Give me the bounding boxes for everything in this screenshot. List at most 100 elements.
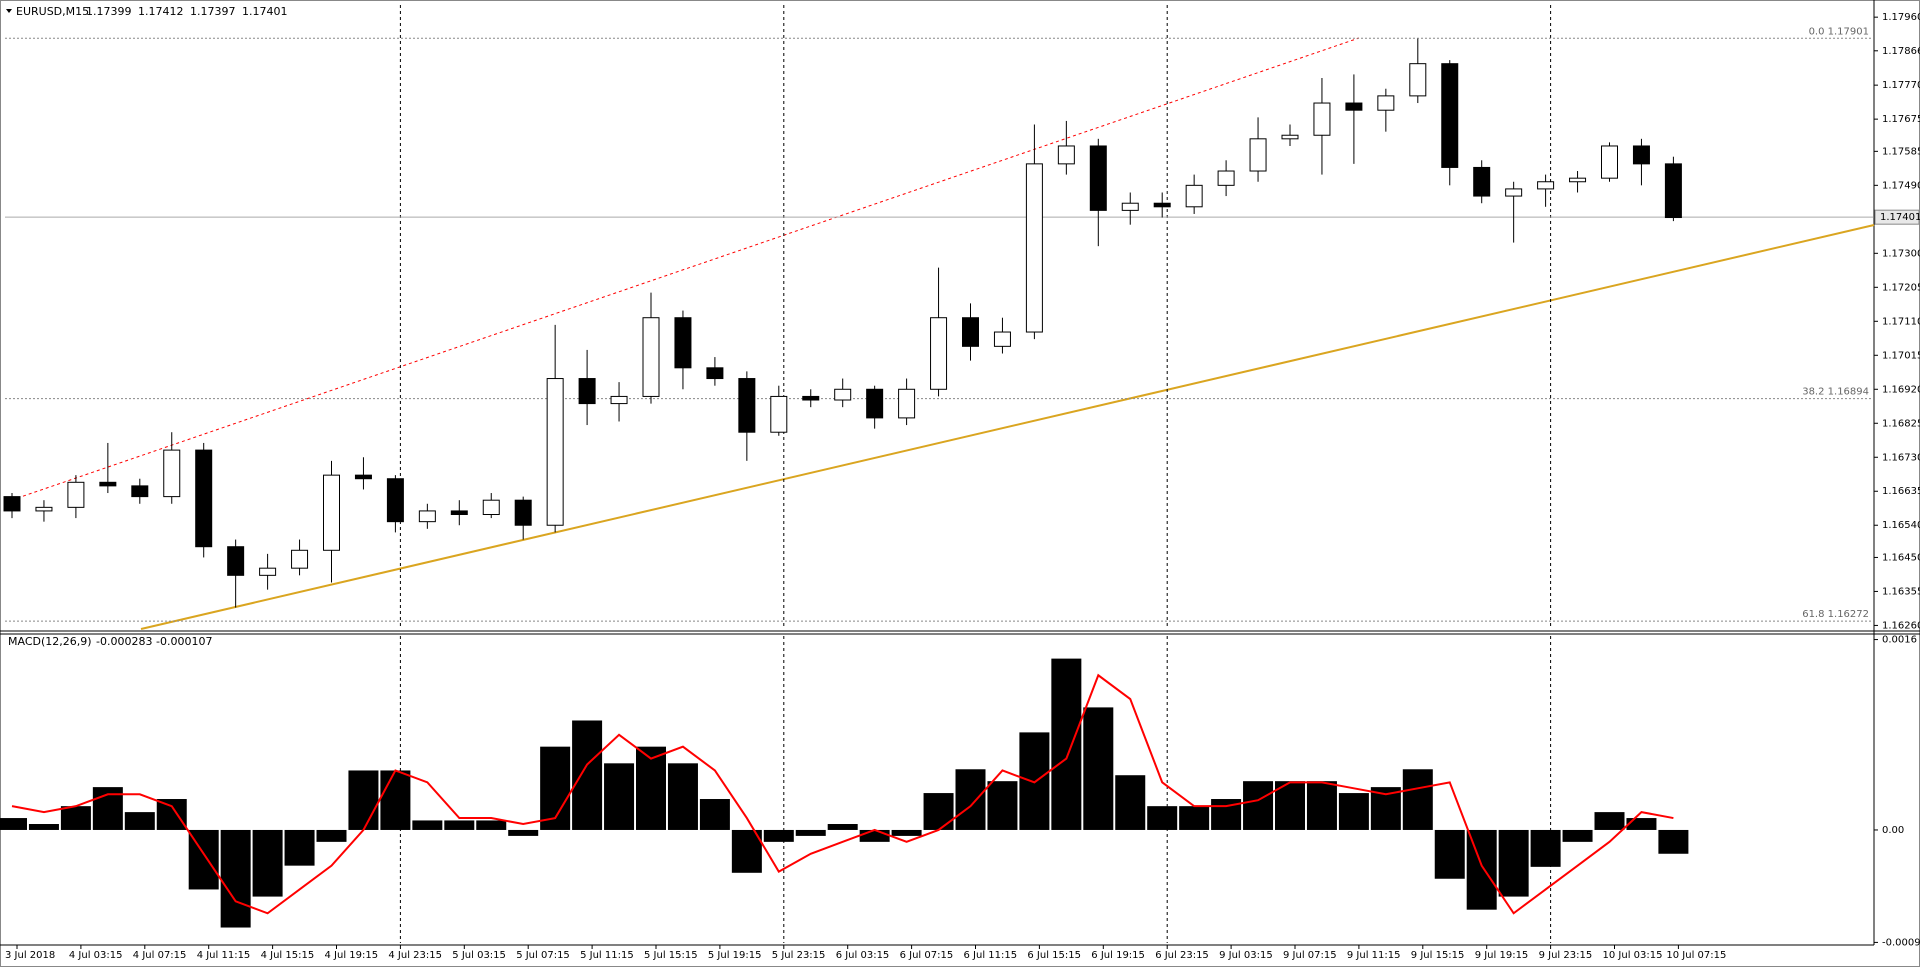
candle-body (1217, 170, 1235, 186)
macd-bar (923, 793, 954, 830)
candle-body (802, 395, 820, 401)
candle-body (642, 317, 660, 397)
candle-body (578, 378, 596, 405)
macd-bar (859, 829, 890, 842)
macd-bar (28, 824, 59, 830)
macd-bar (1562, 829, 1593, 842)
x-tick-label: 9 Jul 19:15 (1475, 950, 1529, 961)
x-tick-label: 9 Jul 11:15 (1347, 950, 1401, 961)
macd-bar (636, 746, 666, 830)
candle-body (1632, 145, 1650, 165)
macd-bar (604, 763, 635, 830)
y-tick-label: 1.17675 (1882, 114, 1920, 125)
candle-body (386, 478, 404, 523)
x-tick-label: 4 Jul 15:15 (261, 950, 315, 961)
y-tick-label: 1.17300 (1882, 248, 1920, 259)
x-tick-label: 4 Jul 23:15 (388, 950, 442, 961)
macd-bar (444, 820, 475, 830)
y-tick-label: 1.16355 (1882, 586, 1920, 597)
macd-bar (1179, 806, 1210, 830)
fibo-label: 38.2 1.16894 (1802, 387, 1869, 398)
macd-bar (667, 763, 698, 830)
macd-bar (508, 829, 539, 836)
x-tick-label: 4 Jul 03:15 (69, 950, 123, 961)
macd-bar (891, 829, 922, 836)
x-tick-label: 5 Jul 19:15 (708, 950, 762, 961)
candle-body (99, 481, 117, 487)
candle-body (866, 388, 884, 419)
ohlc-low: 1.17397 (190, 5, 236, 18)
x-tick-label: 4 Jul 19:15 (325, 950, 379, 961)
channel-line (5, 37, 1360, 503)
candle-body (738, 378, 756, 433)
macd-bar (1402, 769, 1433, 830)
candle-body (1089, 145, 1107, 211)
macd-bar (124, 812, 155, 830)
candle-body (354, 474, 372, 480)
macd-bar (540, 746, 571, 830)
candle-body (1537, 181, 1555, 190)
macd-bar (1498, 829, 1529, 897)
candle-body (1153, 202, 1171, 208)
y-tick-label: 1.16450 (1882, 552, 1920, 563)
candle-body (3, 496, 21, 512)
candle-body (1345, 102, 1363, 111)
candle-body (1569, 177, 1587, 183)
x-tick-label: 4 Jul 07:15 (133, 950, 187, 961)
y-tick-label: 1.17770 (1882, 80, 1920, 91)
macd-bar (795, 829, 826, 836)
candle-body (67, 481, 85, 508)
last-price-box (1874, 209, 1920, 225)
macd-bar (0, 818, 27, 830)
macd-signal-readout: -0.000107 (156, 635, 212, 648)
x-tick-label: 6 Jul 15:15 (1027, 950, 1081, 961)
x-tick-label: 10 Jul 07:15 (1666, 950, 1726, 961)
candle-body (1409, 63, 1427, 97)
candle-body (930, 317, 948, 390)
fibo-label: 61.8 1.16272 (1802, 609, 1869, 620)
macd-bar (1051, 658, 1082, 830)
macd-bar (284, 829, 315, 866)
x-tick-label: 9 Jul 15:15 (1411, 950, 1465, 961)
macd-bar (156, 799, 187, 830)
candle-body (163, 449, 181, 498)
candle-body (131, 485, 149, 498)
macd-bar (827, 824, 858, 830)
macd-title: MACD(12,26,9) (8, 635, 92, 648)
menu-arrow[interactable] (6, 9, 12, 13)
candle-body (1281, 134, 1299, 140)
candle-body (610, 395, 628, 405)
candle-body (898, 388, 916, 419)
candle-body (706, 367, 724, 380)
macd-bar (476, 820, 507, 830)
candle-body (1185, 184, 1203, 208)
candle-body (1313, 102, 1331, 136)
macd-bar (955, 769, 986, 830)
candle-body (418, 510, 436, 523)
x-tick-label: 5 Jul 07:15 (516, 950, 570, 961)
macd-bar (1338, 793, 1369, 830)
candle-body (482, 499, 500, 516)
x-tick-label: 5 Jul 03:15 (452, 950, 506, 961)
candle-body (1057, 145, 1075, 165)
macd-bar (60, 806, 91, 830)
candle-body (291, 549, 309, 569)
macd-bar (1083, 707, 1114, 830)
candle-body (35, 506, 53, 512)
x-tick-label: 6 Jul 03:15 (836, 950, 890, 961)
macd-bar (1275, 781, 1305, 830)
x-tick-label: 5 Jul 23:15 (772, 950, 826, 961)
candle-body (546, 378, 564, 526)
y-tick-label: 1.17866 (1882, 46, 1920, 57)
candle-body (1441, 63, 1459, 168)
macd-bar (412, 820, 443, 830)
macd-bar (220, 829, 251, 928)
candle-body (1473, 166, 1491, 197)
candle-body (195, 449, 213, 548)
candle-body (1505, 188, 1523, 197)
candle-body (1025, 163, 1043, 333)
candle-body (674, 317, 692, 369)
x-tick-label: 5 Jul 15:15 (644, 950, 698, 961)
symbol: EURUSD,M15 (16, 5, 89, 18)
